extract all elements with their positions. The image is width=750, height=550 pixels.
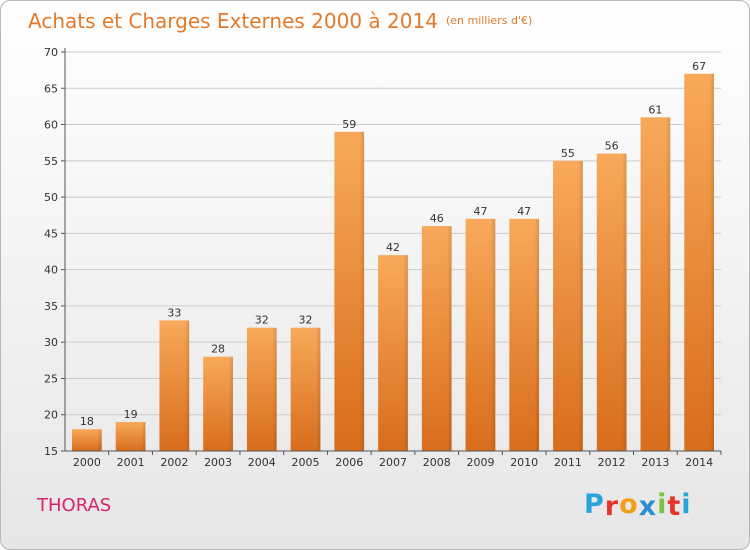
- commune-name: THORAS: [37, 495, 112, 516]
- bar-shade: [71, 429, 102, 451]
- y-tick-label: 50: [44, 191, 58, 204]
- logo-letter: r: [604, 491, 620, 522]
- proxiti-logo: Proxiti: [584, 489, 692, 522]
- bar-value-label: 61: [648, 103, 662, 116]
- x-tick-label: 2005: [292, 456, 320, 469]
- x-tick-label: 2001: [117, 456, 145, 469]
- bar-value-label: 67: [692, 60, 706, 73]
- y-tick-label: 60: [44, 119, 58, 132]
- x-tick-label: 2002: [160, 456, 188, 469]
- bar-shade: [684, 73, 715, 451]
- x-tick-label: 2010: [510, 456, 538, 469]
- bar-value-label: 28: [211, 343, 225, 356]
- bar-shade: [334, 131, 365, 452]
- bar-value-label: 56: [605, 140, 619, 153]
- y-tick-label: 70: [44, 46, 58, 59]
- bar-shade: [115, 421, 146, 451]
- bar-value-label: 33: [167, 306, 181, 319]
- logo-letter: o: [619, 489, 639, 520]
- bar-shade: [378, 255, 408, 451]
- logo-letter: P: [584, 489, 605, 520]
- x-tick-label: 2006: [335, 456, 363, 469]
- bar-shade: [640, 117, 671, 452]
- x-tick-label: 2013: [641, 456, 669, 469]
- bar-value-label: 47: [517, 205, 531, 218]
- y-tick-label: 30: [44, 336, 58, 349]
- x-tick-label: 2012: [598, 456, 626, 469]
- logo-letter: i: [657, 489, 668, 520]
- logo-letter: i: [681, 489, 692, 520]
- y-tick-label: 35: [44, 300, 58, 313]
- x-tick-label: 2009: [466, 456, 494, 469]
- bar-shade: [203, 356, 233, 451]
- subtitle-text: (en milliers d'€): [445, 14, 533, 27]
- x-tick-label: 2000: [73, 456, 101, 469]
- bar-value-label: 46: [430, 212, 444, 225]
- bar-value-label: 32: [299, 314, 313, 327]
- bar-value-label: 59: [342, 118, 356, 131]
- y-tick-label: 15: [44, 445, 58, 458]
- bar-shade: [596, 153, 627, 451]
- x-tick-label: 2014: [685, 456, 713, 469]
- y-tick-label: 55: [44, 155, 58, 168]
- y-tick-label: 20: [44, 409, 58, 422]
- x-tick-label: 2007: [379, 456, 407, 469]
- bar-shade: [159, 320, 190, 451]
- x-tick-label: 2004: [248, 456, 276, 469]
- bar-value-label: 55: [561, 147, 575, 160]
- x-tick-label: 2008: [423, 456, 451, 469]
- bar-value-label: 42: [386, 241, 400, 254]
- bar-shade: [246, 327, 277, 451]
- chart-title: Achats et Charges Externes 2000 à 2014 (e…: [28, 9, 532, 33]
- bar-shade: [509, 218, 540, 451]
- y-tick-label: 65: [44, 82, 58, 95]
- bar-value-label: 47: [473, 205, 487, 218]
- bar-shade: [553, 160, 583, 451]
- bar-shade: [465, 218, 496, 451]
- bar-value-label: 32: [255, 314, 269, 327]
- logo-letter: x: [638, 491, 658, 522]
- bar-value-label: 18: [80, 415, 94, 428]
- x-tick-label: 2011: [554, 456, 582, 469]
- title-text: Achats et Charges Externes 2000 à 2014: [28, 9, 438, 33]
- bar-value-label: 19: [124, 408, 138, 421]
- x-tick-label: 2003: [204, 456, 232, 469]
- logo-letter: t: [667, 491, 682, 522]
- bar-shade: [290, 327, 321, 451]
- y-tick-label: 40: [44, 264, 58, 277]
- y-tick-label: 25: [44, 372, 58, 385]
- y-tick-label: 45: [44, 227, 58, 240]
- bar-shade: [421, 226, 452, 451]
